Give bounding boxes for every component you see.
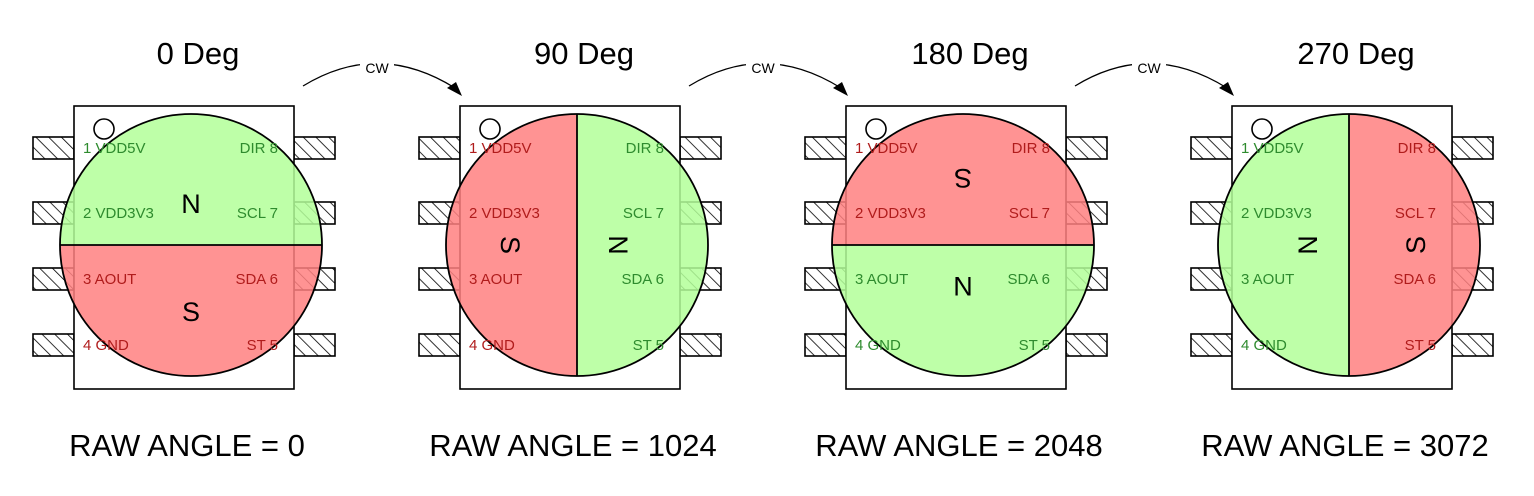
right-pin: [1451, 333, 1494, 357]
pin-label-right: SDA 6: [621, 271, 664, 288]
pin-label-right: ST 5: [1405, 337, 1436, 354]
pin-label-right: DIR 8: [1398, 140, 1436, 157]
pin-label-right: SCL 7: [237, 205, 278, 222]
left-pin: [32, 136, 75, 160]
magnet: NS: [831, 113, 1095, 377]
pin-label-right: SDA 6: [235, 271, 278, 288]
magnet-north-half: [1218, 114, 1349, 376]
pin-label-left: 2 VDD3V3: [855, 205, 926, 222]
cw-arrow: CW: [302, 58, 462, 96]
right-pin: [293, 333, 336, 357]
raw-angle-label: RAW ANGLE = 2048: [815, 428, 1102, 463]
south-pole-label: S: [182, 297, 200, 327]
north-pole-label: N: [1293, 235, 1323, 255]
pin-label-right: DIR 8: [240, 140, 278, 157]
pin-label-left: 1 VDD5V: [469, 140, 532, 157]
left-pin: [1190, 333, 1233, 357]
pin1-marker: [1251, 118, 1273, 140]
pin-label-right: DIR 8: [1012, 140, 1050, 157]
pin1-marker: [93, 118, 115, 140]
pin-label-left: 2 VDD3V3: [83, 205, 154, 222]
arrow-head: [833, 82, 848, 96]
pin-label-right: SDA 6: [1393, 271, 1436, 288]
pin-label-left: 3 AOUT: [83, 271, 136, 288]
pin-label-left: 3 AOUT: [1241, 271, 1294, 288]
pin-label-left: 1 VDD5V: [855, 140, 918, 157]
right-pin: [679, 136, 722, 160]
pin1-marker: [865, 118, 887, 140]
cw-label: CW: [751, 60, 775, 76]
north-pole-label: N: [953, 271, 973, 301]
pin-label-left: 2 VDD3V3: [1241, 205, 1312, 222]
magnet: NS: [445, 113, 709, 377]
pin-label-left: 3 AOUT: [469, 271, 522, 288]
arrow-head: [447, 82, 462, 96]
magnet-north-half: [577, 114, 708, 376]
magnet-south-half: [1349, 114, 1480, 376]
pin1-marker: [479, 118, 501, 140]
pin-label-left: 2 VDD3V3: [469, 205, 540, 222]
right-pin: [1451, 136, 1494, 160]
raw-angle-label: RAW ANGLE = 3072: [1201, 428, 1488, 463]
left-pin: [418, 136, 461, 160]
panel-title: 90 Deg: [534, 36, 634, 71]
right-pin: [293, 136, 336, 160]
north-pole-label: N: [181, 189, 201, 219]
pin-label-left: 4 GND: [469, 337, 515, 354]
pin-label-left: 4 GND: [855, 337, 901, 354]
pin-label-right: ST 5: [1019, 337, 1050, 354]
pin-label-right: SCL 7: [1395, 205, 1436, 222]
pin-label-right: DIR 8: [626, 140, 664, 157]
pin-label-right: SCL 7: [1009, 205, 1050, 222]
pin-label-right: ST 5: [633, 337, 664, 354]
left-pin: [804, 136, 847, 160]
cw-label: CW: [1137, 60, 1161, 76]
raw-angle-label: RAW ANGLE = 1024: [429, 428, 716, 463]
panel-title: 0 Deg: [157, 36, 240, 71]
arrow-head: [1219, 82, 1234, 96]
magnet-north-half: [60, 114, 322, 245]
magnet-south-half: [60, 245, 322, 376]
raw-angle-label: RAW ANGLE = 0: [69, 428, 305, 463]
right-pin: [1065, 333, 1108, 357]
pin-label-left: 1 VDD5V: [83, 140, 146, 157]
pin-label-right: SDA 6: [1007, 271, 1050, 288]
pin-label-right: ST 5: [247, 337, 278, 354]
magnet-north-half: [832, 245, 1094, 376]
pin-label-right: SCL 7: [623, 205, 664, 222]
magnet-south-half: [832, 114, 1094, 245]
cw-label: CW: [365, 60, 389, 76]
cw-arrow: CW: [1074, 58, 1234, 96]
magnet: NS: [59, 113, 323, 377]
south-pole-label: S: [495, 236, 525, 254]
pin-label-left: 4 GND: [1241, 337, 1287, 354]
cw-arrow: CW: [688, 58, 848, 96]
left-pin: [32, 333, 75, 357]
pin-label-left: 3 AOUT: [855, 271, 908, 288]
north-pole-label: N: [603, 235, 633, 255]
panel-title: 180 Deg: [911, 36, 1028, 71]
panel-title: 270 Deg: [1297, 36, 1414, 71]
left-pin: [1190, 136, 1233, 160]
pin-label-left: 1 VDD5V: [1241, 140, 1304, 157]
magnet-south-half: [446, 114, 577, 376]
right-pin: [1065, 136, 1108, 160]
south-pole-label: S: [954, 163, 972, 193]
right-pin: [679, 333, 722, 357]
left-pin: [418, 333, 461, 357]
left-pin: [804, 333, 847, 357]
south-pole-label: S: [1401, 236, 1431, 254]
pin-label-left: 4 GND: [83, 337, 129, 354]
